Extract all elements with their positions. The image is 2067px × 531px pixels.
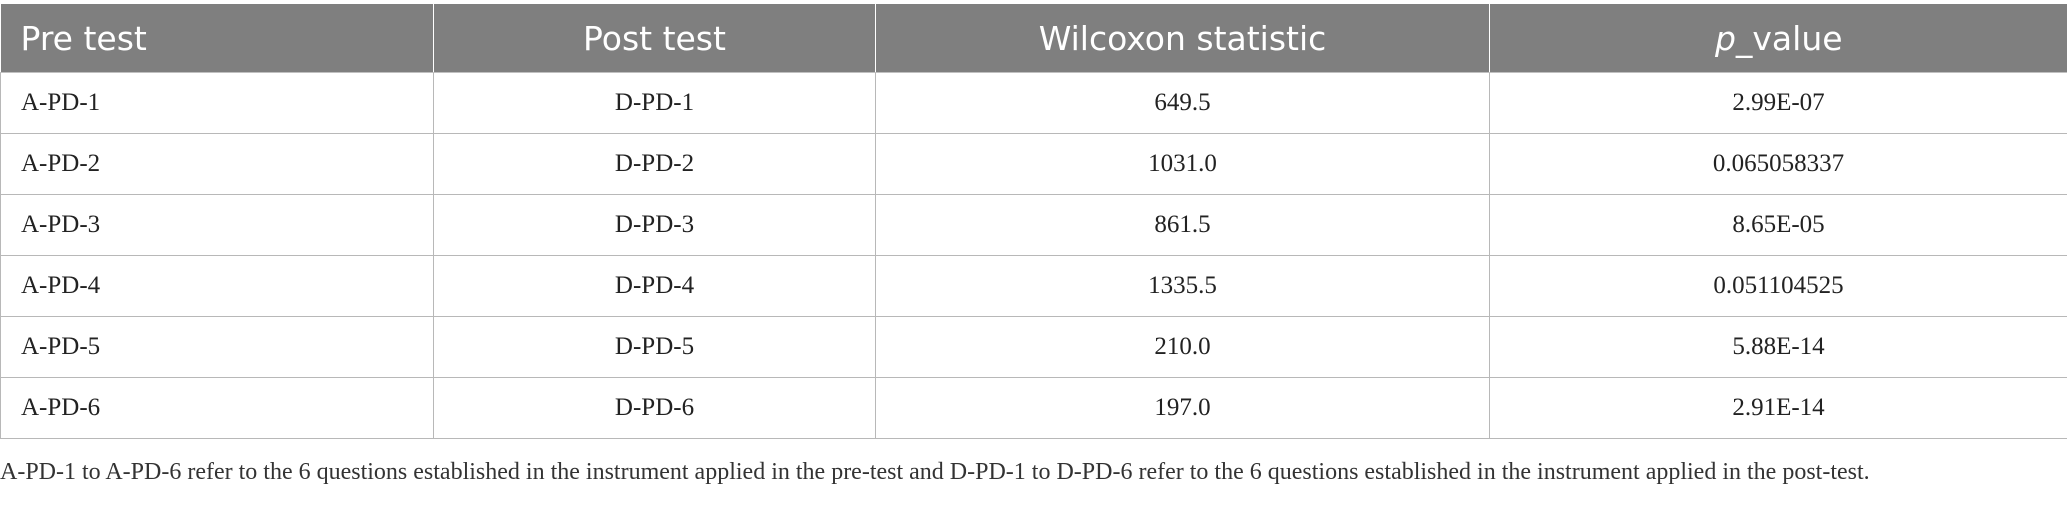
cell-wilcoxon-statistic: 861.5 — [875, 194, 1490, 256]
cell-wilcoxon-statistic: 649.5 — [875, 72, 1490, 134]
results-table-container: Pre test Post test Wilcoxon statistic p_… — [0, 4, 2067, 439]
cell-p-value: 2.99E-07 — [1489, 72, 2067, 134]
cell-p-value: 5.88E-14 — [1489, 316, 2067, 378]
header-p-value-italic: p — [1714, 18, 1736, 58]
cell-p-value: 2.91E-14 — [1489, 377, 2067, 439]
cell-wilcoxon-statistic: 210.0 — [875, 316, 1490, 378]
table-footnote: A-PD-1 to A-PD-6 refer to the 6 question… — [0, 459, 1870, 485]
cell-pre-test: A-PD-3 — [0, 194, 434, 256]
table-row: A-PD-3 D-PD-3 861.5 8.65E-05 — [0, 194, 2067, 256]
cell-pre-test: A-PD-6 — [0, 377, 434, 439]
cell-pre-test: A-PD-1 — [0, 72, 434, 134]
cell-p-value: 0.065058337 — [1489, 133, 2067, 195]
cell-wilcoxon-statistic: 1335.5 — [875, 255, 1490, 317]
cell-post-test: D-PD-4 — [433, 255, 876, 317]
header-pre-test: Pre test — [0, 4, 434, 73]
cell-p-value: 0.051104525 — [1489, 255, 2067, 317]
cell-pre-test: A-PD-5 — [0, 316, 434, 378]
table-header: Pre test Post test Wilcoxon statistic p_… — [0, 4, 2067, 73]
cell-post-test: D-PD-2 — [433, 133, 876, 195]
table-row: A-PD-2 D-PD-2 1031.0 0.065058337 — [0, 133, 2067, 195]
table-row: A-PD-1 D-PD-1 649.5 2.99E-07 — [0, 72, 2067, 134]
wilcoxon-results-table: Pre test Post test Wilcoxon statistic p_… — [0, 4, 2067, 439]
cell-post-test: D-PD-5 — [433, 316, 876, 378]
header-row: Pre test Post test Wilcoxon statistic p_… — [0, 4, 2067, 73]
header-p-value-rest: _value — [1735, 18, 1843, 58]
table-row: A-PD-4 D-PD-4 1335.5 0.051104525 — [0, 255, 2067, 317]
table-body: A-PD-1 D-PD-1 649.5 2.99E-07 A-PD-2 D-PD… — [0, 72, 2067, 439]
cell-wilcoxon-statistic: 197.0 — [875, 377, 1490, 439]
table-row: A-PD-6 D-PD-6 197.0 2.91E-14 — [0, 377, 2067, 439]
cell-wilcoxon-statistic: 1031.0 — [875, 133, 1490, 195]
cell-pre-test: A-PD-2 — [0, 133, 434, 195]
cell-post-test: D-PD-1 — [433, 72, 876, 134]
header-p-value: p_value — [1489, 4, 2067, 73]
table-row: A-PD-5 D-PD-5 210.0 5.88E-14 — [0, 316, 2067, 378]
cell-pre-test: A-PD-4 — [0, 255, 434, 317]
cell-post-test: D-PD-6 — [433, 377, 876, 439]
cell-p-value: 8.65E-05 — [1489, 194, 2067, 256]
header-wilcoxon-statistic: Wilcoxon statistic — [875, 4, 1490, 73]
cell-post-test: D-PD-3 — [433, 194, 876, 256]
header-post-test: Post test — [433, 4, 876, 73]
